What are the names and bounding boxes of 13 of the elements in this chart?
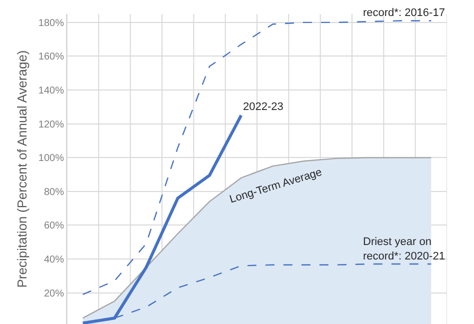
y-tick-label: 120% bbox=[38, 119, 64, 130]
series-label: 2022-23 bbox=[243, 101, 284, 113]
y-tick-label: 100% bbox=[38, 153, 64, 164]
series-label: record*: 2016-17 bbox=[363, 7, 445, 19]
series-label: Driest year on record*: 2020-21 bbox=[363, 236, 445, 262]
y-tick-label: 160% bbox=[38, 52, 64, 63]
y-tick-label: 20% bbox=[44, 288, 64, 300]
y-tick-label: 40% bbox=[44, 254, 64, 266]
y-tick-label: 140% bbox=[38, 86, 64, 97]
y-tick-label: 180% bbox=[38, 18, 64, 29]
y-axis-title: Precipitation (Percent of Annual Average) bbox=[14, 50, 30, 288]
y-tick-label: 80% bbox=[44, 186, 64, 198]
y-tick-label: 60% bbox=[44, 220, 64, 232]
